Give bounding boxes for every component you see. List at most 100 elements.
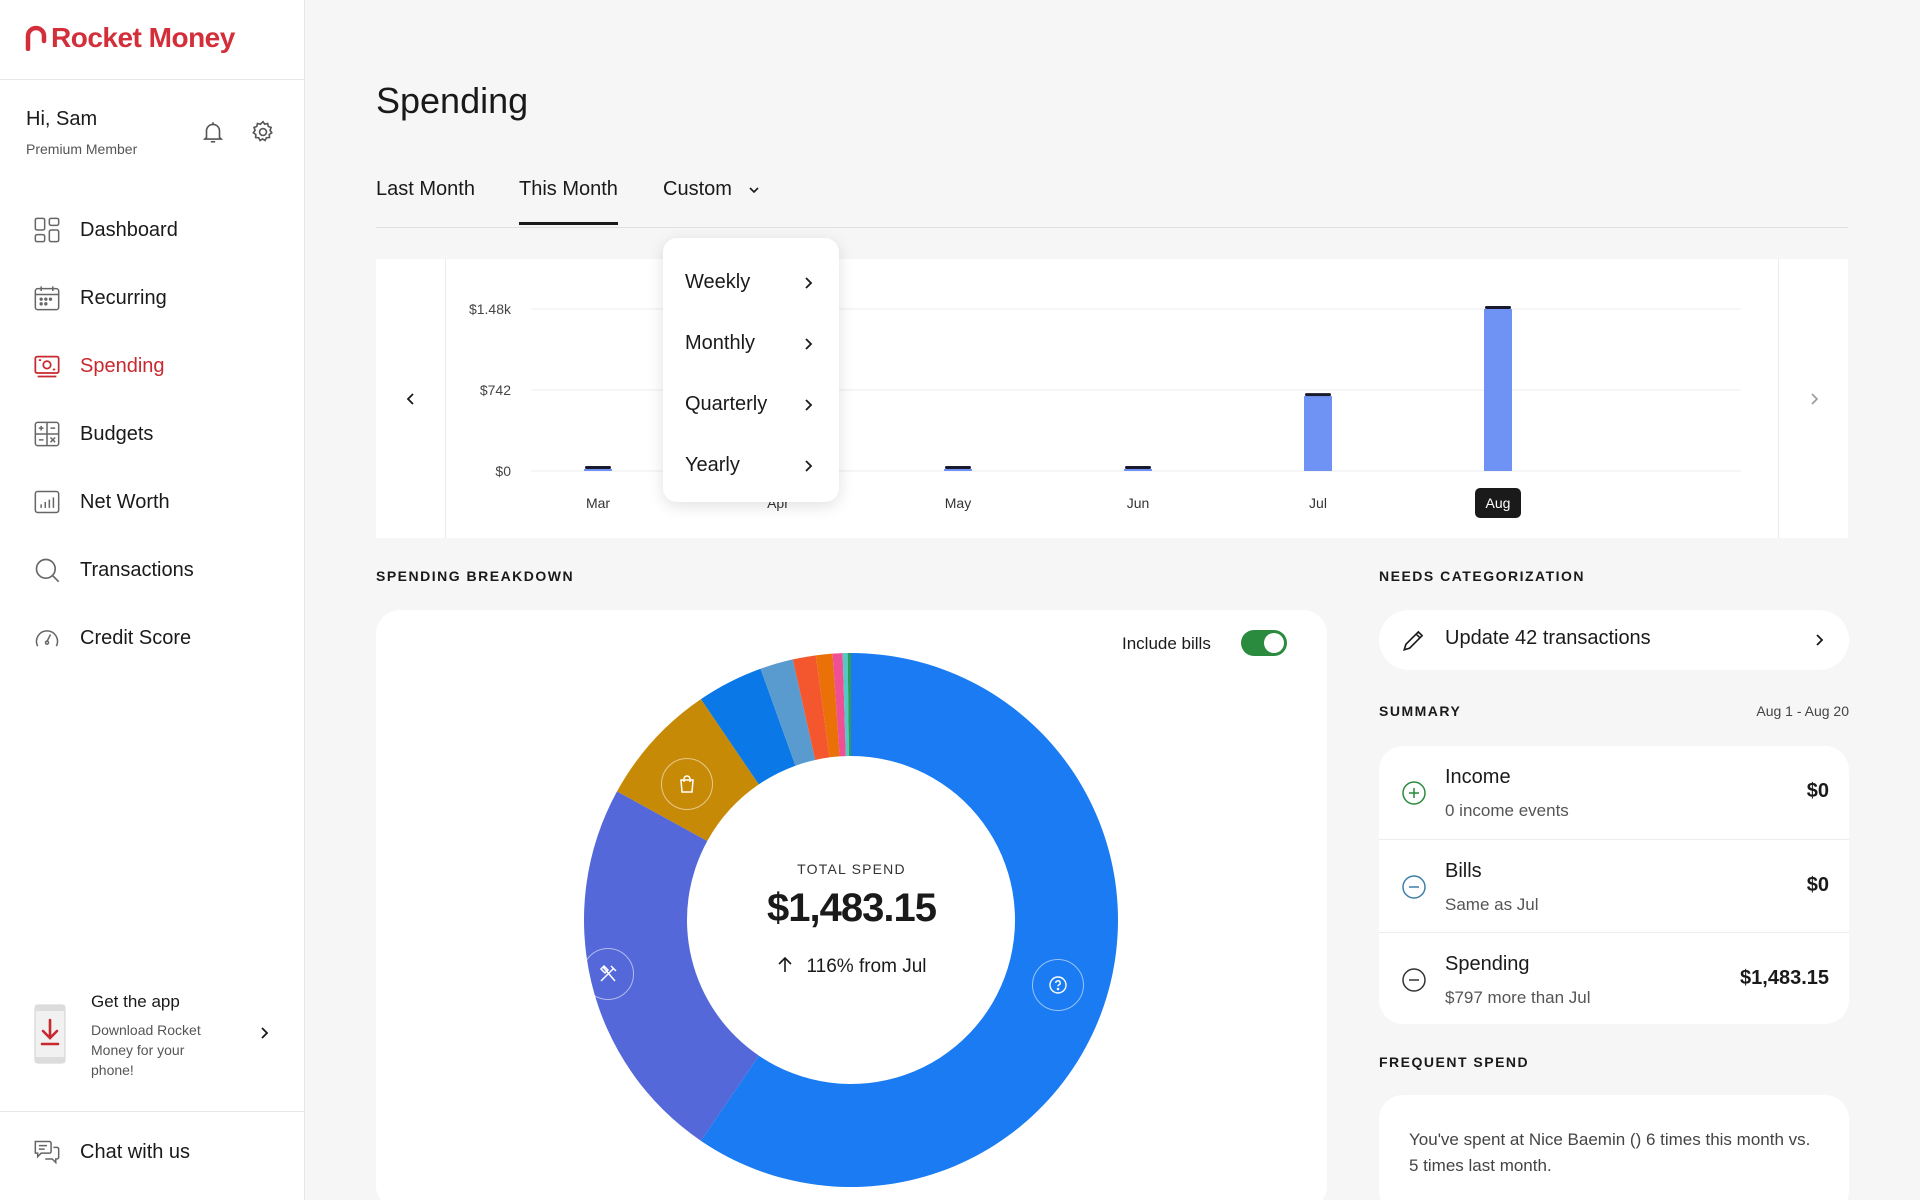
- donut-segment[interactable]: [832, 653, 846, 757]
- dropdown-item-yearly[interactable]: Yearly: [663, 435, 839, 496]
- sidebar-item-label: Transactions: [80, 558, 194, 581]
- x-tick-label[interactable]: May: [945, 495, 971, 511]
- x-tick-label[interactable]: Jul: [1309, 495, 1327, 511]
- bar[interactable]: [944, 469, 972, 471]
- summary-date-range: Aug 1 - Aug 20: [1756, 703, 1849, 719]
- chart-next-button[interactable]: [1778, 259, 1848, 538]
- frequent-spend-text: You've spent at Nice Baemin () 6 times t…: [1409, 1130, 1811, 1175]
- summary-subtitle: $797 more than Jul: [1445, 988, 1591, 1007]
- summary-heading: SUMMARY: [1379, 703, 1462, 719]
- donut-segment[interactable]: [842, 653, 849, 757]
- user-tier: Premium Member: [26, 141, 138, 157]
- bar[interactable]: [1124, 469, 1152, 471]
- x-tick-label[interactable]: Aug: [1486, 495, 1511, 511]
- chat-with-us[interactable]: Chat with us: [33, 1138, 190, 1166]
- x-tick-label[interactable]: Jun: [1127, 495, 1150, 511]
- arrow-up-icon: [778, 956, 793, 972]
- page-title: Spending: [376, 80, 529, 121]
- sidebar-item-label: Budgets: [80, 422, 154, 445]
- period-tabs: Last Month This Month Custom: [376, 178, 1848, 228]
- chart-prev-button[interactable]: [376, 259, 446, 538]
- get-app-title: Get the app: [91, 992, 180, 1011]
- question-circle-icon[interactable]: [1032, 959, 1084, 1011]
- chat-label: Chat with us: [80, 1140, 191, 1163]
- dropdown-item-weekly[interactable]: Weekly: [663, 252, 839, 313]
- sidebar-item-recurring[interactable]: Recurring: [0, 264, 305, 332]
- include-bills-label: Include bills: [1122, 634, 1211, 653]
- summary-subtitle: Same as Jul: [1445, 895, 1539, 914]
- bar-cap: [1125, 466, 1151, 469]
- sidebar-item-credit-score[interactable]: Credit Score: [0, 604, 305, 672]
- utensils-icon[interactable]: [582, 948, 634, 1000]
- summary-title: Spending: [1445, 953, 1530, 975]
- sidebar-item-budgets[interactable]: Budgets: [0, 400, 305, 468]
- selected-month-pill: [1475, 488, 1521, 518]
- donut-segment[interactable]: [700, 668, 796, 785]
- chevron-right-icon: [805, 276, 813, 289]
- tab-this-month[interactable]: This Month: [519, 178, 618, 225]
- bar-chart-icon: [34, 490, 60, 514]
- budget-icon: [34, 421, 60, 447]
- needs-categorization-heading: NEEDS CATEGORIZATION: [1379, 568, 1586, 584]
- summary-row-bills[interactable]: Bills Same as Jul $0: [1379, 839, 1849, 931]
- toggle-knob: [1264, 633, 1284, 653]
- total-spend-change: 116% from Jul: [376, 956, 1327, 978]
- sidebar-divider: [0, 1111, 305, 1112]
- dropdown-item-label: Monthly: [685, 332, 756, 354]
- tab-last-month[interactable]: Last Month: [376, 178, 475, 200]
- chevron-left-icon: [406, 392, 414, 405]
- donut-segment[interactable]: [584, 791, 759, 1141]
- summary-amount: $0: [1806, 780, 1829, 802]
- sidebar-item-transactions[interactable]: Transactions: [0, 536, 305, 604]
- minus-circle-icon: [1402, 875, 1426, 899]
- y-tick-label: $1.48k: [469, 301, 512, 317]
- donut-segment[interactable]: [760, 659, 816, 766]
- bell-icon[interactable]: [200, 119, 226, 145]
- summary-title: Bills: [1445, 860, 1482, 882]
- summary-card: Income 0 income events $0 Bills Same as …: [1379, 746, 1849, 1024]
- chat-icon: [34, 1140, 60, 1165]
- x-tick-label[interactable]: Mar: [586, 495, 610, 511]
- sidebar-item-dashboard[interactable]: Dashboard: [0, 196, 305, 264]
- bar[interactable]: [1484, 308, 1512, 471]
- donut-segment[interactable]: [815, 653, 840, 758]
- chevron-right-icon: [805, 398, 813, 411]
- donut-segment[interactable]: [847, 653, 851, 757]
- y-tick-label: $742: [480, 382, 511, 398]
- sidebar-item-label: Net Worth: [80, 490, 170, 513]
- tab-custom[interactable]: Custom: [663, 178, 761, 201]
- summary-row-income[interactable]: Income 0 income events $0: [1379, 746, 1849, 838]
- spending-breakdown-heading: SPENDING BREAKDOWN: [376, 568, 575, 584]
- rocket-money-logo[interactable]: Rocket Money: [25, 20, 235, 56]
- chevron-down-icon: [749, 187, 760, 193]
- spending-chart: $0 $742 $1.48k Mar Apr May Jun Jul Aug: [376, 259, 1848, 538]
- chevron-right-icon: [261, 1027, 269, 1039]
- update-transactions-button[interactable]: Update 42 transactions: [1379, 610, 1849, 670]
- bar[interactable]: [1304, 396, 1332, 471]
- dropdown-item-monthly[interactable]: Monthly: [663, 313, 839, 374]
- sidebar-divider: [0, 79, 305, 80]
- get-app-promo[interactable]: Get the app Download Rocket Money for yo…: [30, 990, 280, 1090]
- change-text: 116% from Jul: [806, 956, 927, 977]
- summary-row-spending[interactable]: Spending $797 more than Jul $1,483.15: [1379, 932, 1849, 1024]
- y-tick-label: $0: [495, 463, 511, 479]
- search-icon: [35, 558, 60, 583]
- sidebar-item-label: Recurring: [80, 286, 167, 309]
- pencil-icon: [1403, 630, 1424, 651]
- dropdown-item-quarterly[interactable]: Quarterly: [663, 374, 839, 435]
- donut-segment[interactable]: [792, 655, 830, 760]
- dropdown-item-label: Quarterly: [685, 393, 768, 415]
- frequent-spend-card[interactable]: You've spent at Nice Baemin () 6 times t…: [1379, 1095, 1849, 1200]
- summary-amount: $1,483.15: [1740, 967, 1829, 989]
- summary-amount: $0: [1806, 874, 1829, 896]
- bar-cap: [585, 466, 611, 469]
- user-greeting: Hi, Sam Premium Member: [26, 108, 137, 157]
- gear-icon[interactable]: [250, 119, 276, 145]
- include-bills-toggle[interactable]: [1241, 630, 1287, 656]
- sidebar-item-spending[interactable]: Spending: [0, 332, 305, 400]
- sidebar-item-net-worth[interactable]: Net Worth: [0, 468, 305, 536]
- shopping-bag-icon[interactable]: [661, 758, 713, 810]
- bar[interactable]: [584, 469, 612, 471]
- donut-segment[interactable]: [700, 653, 1118, 1187]
